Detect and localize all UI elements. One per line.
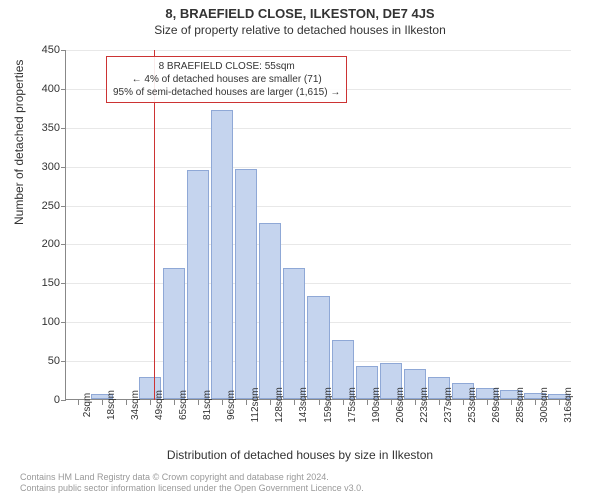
- histogram-bar: [307, 296, 329, 399]
- x-axis-label: Distribution of detached houses by size …: [0, 448, 600, 462]
- gridline: [66, 50, 571, 51]
- gridline: [66, 167, 571, 168]
- ytick-mark: [61, 128, 66, 129]
- ytick-mark: [61, 167, 66, 168]
- chart: 0501001502002503003504004502sqm18sqm34sq…: [65, 50, 570, 400]
- gridline: [66, 206, 571, 207]
- xtick-mark: [150, 400, 151, 405]
- credits: Contains HM Land Registry data © Crown c…: [20, 472, 364, 494]
- histogram-bar: [283, 268, 305, 399]
- xtick-mark: [559, 400, 560, 405]
- xtick-label: 18sqm: [106, 390, 117, 420]
- xtick-mark: [319, 400, 320, 405]
- ytick-mark: [61, 322, 66, 323]
- ytick-mark: [61, 283, 66, 284]
- y-axis-label: Number of detached properties: [12, 60, 26, 225]
- annotation-box: 8 BRAEFIELD CLOSE: 55sqm← 4% of detached…: [106, 56, 347, 103]
- ytick-label: 450: [30, 44, 60, 56]
- histogram-bar: [163, 268, 185, 399]
- xtick-mark: [367, 400, 368, 405]
- page-title: 8, BRAEFIELD CLOSE, ILKESTON, DE7 4JS: [0, 0, 600, 21]
- ytick-mark: [61, 206, 66, 207]
- xtick-mark: [343, 400, 344, 405]
- gridline: [66, 128, 571, 129]
- xtick-mark: [78, 400, 79, 405]
- xtick-mark: [463, 400, 464, 405]
- gridline: [66, 244, 571, 245]
- ytick-mark: [61, 361, 66, 362]
- ytick-label: 50: [30, 355, 60, 367]
- ytick-mark: [61, 244, 66, 245]
- histogram-bar: [211, 110, 233, 399]
- ytick-label: 250: [30, 200, 60, 212]
- ytick-label: 0: [30, 394, 60, 406]
- credit-line-1: Contains HM Land Registry data © Crown c…: [20, 472, 364, 483]
- xtick-mark: [415, 400, 416, 405]
- xtick-mark: [198, 400, 199, 405]
- page-subtitle: Size of property relative to detached ho…: [0, 21, 600, 41]
- plot-area: 0501001502002503003504004502sqm18sqm34sq…: [65, 50, 570, 400]
- histogram-bar: [235, 169, 257, 399]
- ytick-label: 150: [30, 277, 60, 289]
- annotation-line: ← 4% of detached houses are smaller (71): [113, 73, 340, 86]
- xtick-label: 300sqm: [539, 387, 550, 423]
- histogram-bar: [259, 223, 281, 399]
- xtick-mark: [126, 400, 127, 405]
- xtick-mark: [535, 400, 536, 405]
- xtick-mark: [511, 400, 512, 405]
- xtick-label: 316sqm: [563, 387, 574, 423]
- ytick-mark: [61, 400, 66, 401]
- xtick-mark: [222, 400, 223, 405]
- ytick-label: 200: [30, 238, 60, 250]
- xtick-mark: [439, 400, 440, 405]
- histogram-bar: [187, 170, 209, 399]
- ytick-mark: [61, 50, 66, 51]
- xtick-mark: [391, 400, 392, 405]
- ytick-mark: [61, 89, 66, 90]
- xtick-mark: [487, 400, 488, 405]
- ytick-label: 300: [30, 161, 60, 173]
- annotation-line: 8 BRAEFIELD CLOSE: 55sqm: [113, 60, 340, 73]
- ytick-label: 100: [30, 316, 60, 328]
- xtick-mark: [294, 400, 295, 405]
- xtick-mark: [174, 400, 175, 405]
- gridline: [66, 283, 571, 284]
- credit-line-2: Contains public sector information licen…: [20, 483, 364, 494]
- annotation-line: 95% of semi-detached houses are larger (…: [113, 86, 340, 99]
- xtick-mark: [102, 400, 103, 405]
- ytick-label: 350: [30, 122, 60, 134]
- ytick-label: 400: [30, 83, 60, 95]
- xtick-mark: [246, 400, 247, 405]
- xtick-mark: [270, 400, 271, 405]
